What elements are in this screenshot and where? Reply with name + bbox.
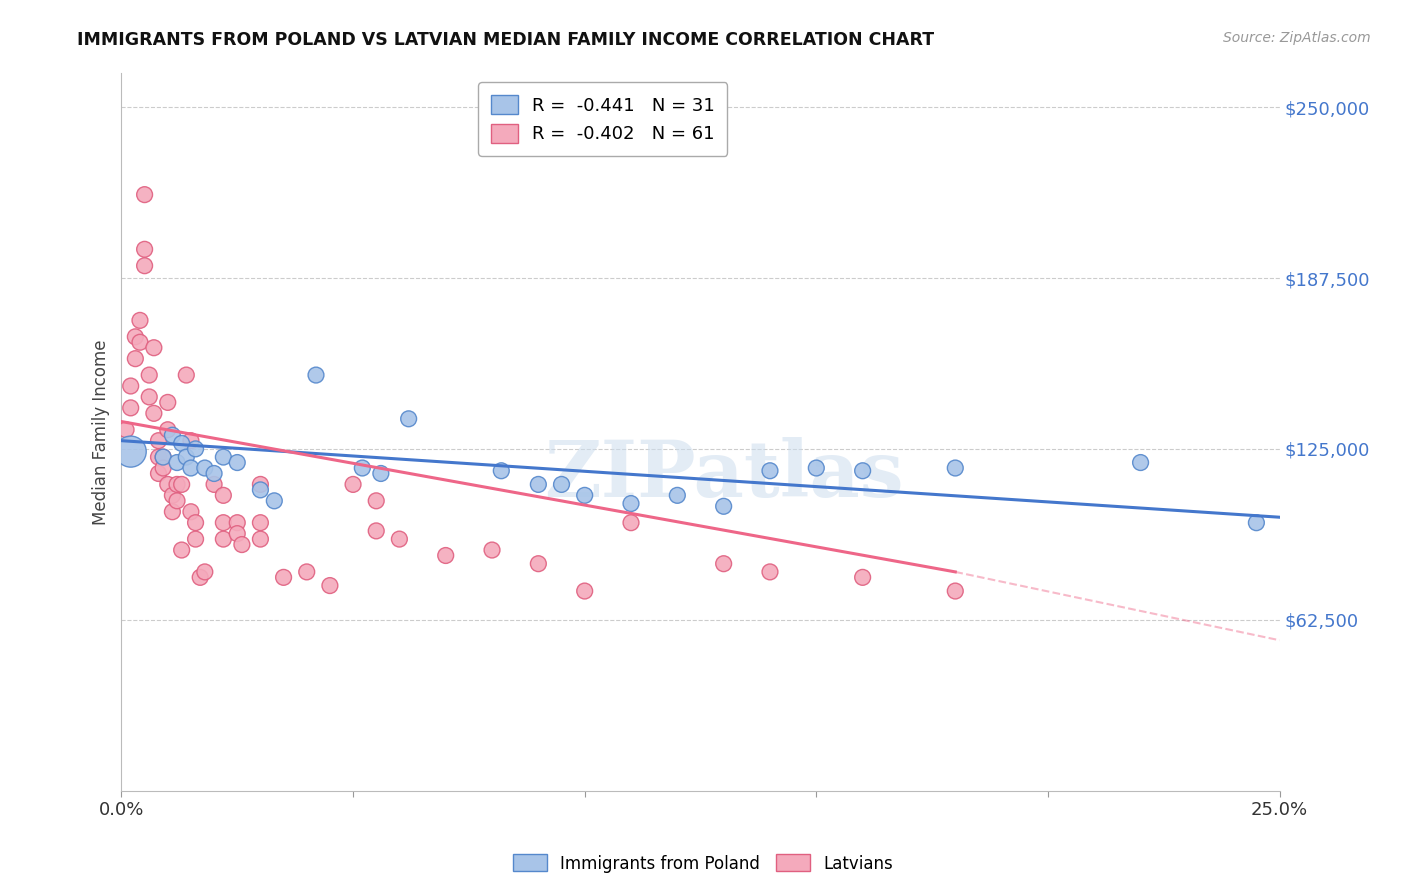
Point — [120, 444, 142, 458]
Point — [170, 543, 193, 558]
Point — [319, 578, 342, 592]
Point — [759, 464, 782, 478]
Point — [124, 351, 146, 366]
Point — [352, 461, 374, 475]
Point — [152, 450, 174, 464]
Point — [194, 461, 217, 475]
Point — [162, 428, 184, 442]
Point — [550, 477, 572, 491]
Point — [226, 516, 249, 530]
Point — [295, 565, 318, 579]
Point — [138, 368, 160, 382]
Point — [129, 313, 152, 327]
Point — [249, 532, 271, 546]
Point — [176, 368, 198, 382]
Point — [142, 406, 165, 420]
Y-axis label: Median Family Income: Median Family Income — [93, 339, 110, 524]
Point — [620, 497, 643, 511]
Point — [713, 500, 735, 514]
Point — [226, 526, 249, 541]
Point — [342, 477, 364, 491]
Point — [162, 505, 184, 519]
Point — [148, 434, 170, 448]
Point — [202, 467, 225, 481]
Point — [166, 456, 188, 470]
Point — [212, 516, 235, 530]
Text: IMMIGRANTS FROM POLAND VS LATVIAN MEDIAN FAMILY INCOME CORRELATION CHART: IMMIGRANTS FROM POLAND VS LATVIAN MEDIAN… — [77, 31, 935, 49]
Point — [156, 423, 179, 437]
Point — [156, 395, 179, 409]
Point — [184, 516, 207, 530]
Point — [759, 565, 782, 579]
Legend: R =  -0.441   N = 31, R =  -0.402   N = 61: R = -0.441 N = 31, R = -0.402 N = 61 — [478, 82, 727, 156]
Point — [273, 570, 295, 584]
Point — [194, 565, 217, 579]
Point — [249, 483, 271, 497]
Point — [713, 557, 735, 571]
Point — [176, 450, 198, 464]
Point — [134, 242, 156, 256]
Point — [574, 488, 596, 502]
Point — [166, 493, 188, 508]
Point — [481, 543, 503, 558]
Point — [212, 532, 235, 546]
Point — [491, 464, 513, 478]
Point — [249, 516, 271, 530]
Point — [852, 570, 875, 584]
Point — [212, 450, 235, 464]
Point — [527, 557, 550, 571]
Point — [852, 464, 875, 478]
Point — [366, 524, 388, 538]
Point — [527, 477, 550, 491]
Point — [574, 584, 596, 599]
Point — [806, 461, 828, 475]
Point — [231, 537, 253, 551]
Point — [156, 477, 179, 491]
Point — [142, 341, 165, 355]
Point — [263, 493, 285, 508]
Point — [1246, 516, 1268, 530]
Text: ZIPatlas: ZIPatlas — [544, 437, 904, 513]
Point — [305, 368, 328, 382]
Point — [180, 505, 202, 519]
Point — [170, 436, 193, 450]
Point — [180, 461, 202, 475]
Point — [202, 477, 225, 491]
Point — [120, 401, 142, 415]
Point — [398, 412, 420, 426]
Point — [166, 477, 188, 491]
Point — [212, 488, 235, 502]
Text: Source: ZipAtlas.com: Source: ZipAtlas.com — [1223, 31, 1371, 45]
Point — [370, 467, 392, 481]
Point — [134, 259, 156, 273]
Point — [666, 488, 689, 502]
Point — [138, 390, 160, 404]
Point — [184, 442, 207, 456]
Point — [170, 477, 193, 491]
Point — [1129, 456, 1152, 470]
Point — [134, 187, 156, 202]
Point — [366, 493, 388, 508]
Point — [184, 532, 207, 546]
Point — [129, 335, 152, 350]
Point — [620, 516, 643, 530]
Point — [180, 434, 202, 448]
Point — [124, 330, 146, 344]
Point — [120, 379, 142, 393]
Point — [162, 488, 184, 502]
Point — [226, 456, 249, 470]
Point — [434, 549, 457, 563]
Point — [152, 461, 174, 475]
Point — [152, 450, 174, 464]
Point — [943, 584, 966, 599]
Point — [148, 450, 170, 464]
Point — [388, 532, 411, 546]
Point — [249, 477, 271, 491]
Point — [943, 461, 966, 475]
Point — [148, 467, 170, 481]
Point — [115, 423, 138, 437]
Legend: Immigrants from Poland, Latvians: Immigrants from Poland, Latvians — [506, 847, 900, 880]
Point — [188, 570, 211, 584]
